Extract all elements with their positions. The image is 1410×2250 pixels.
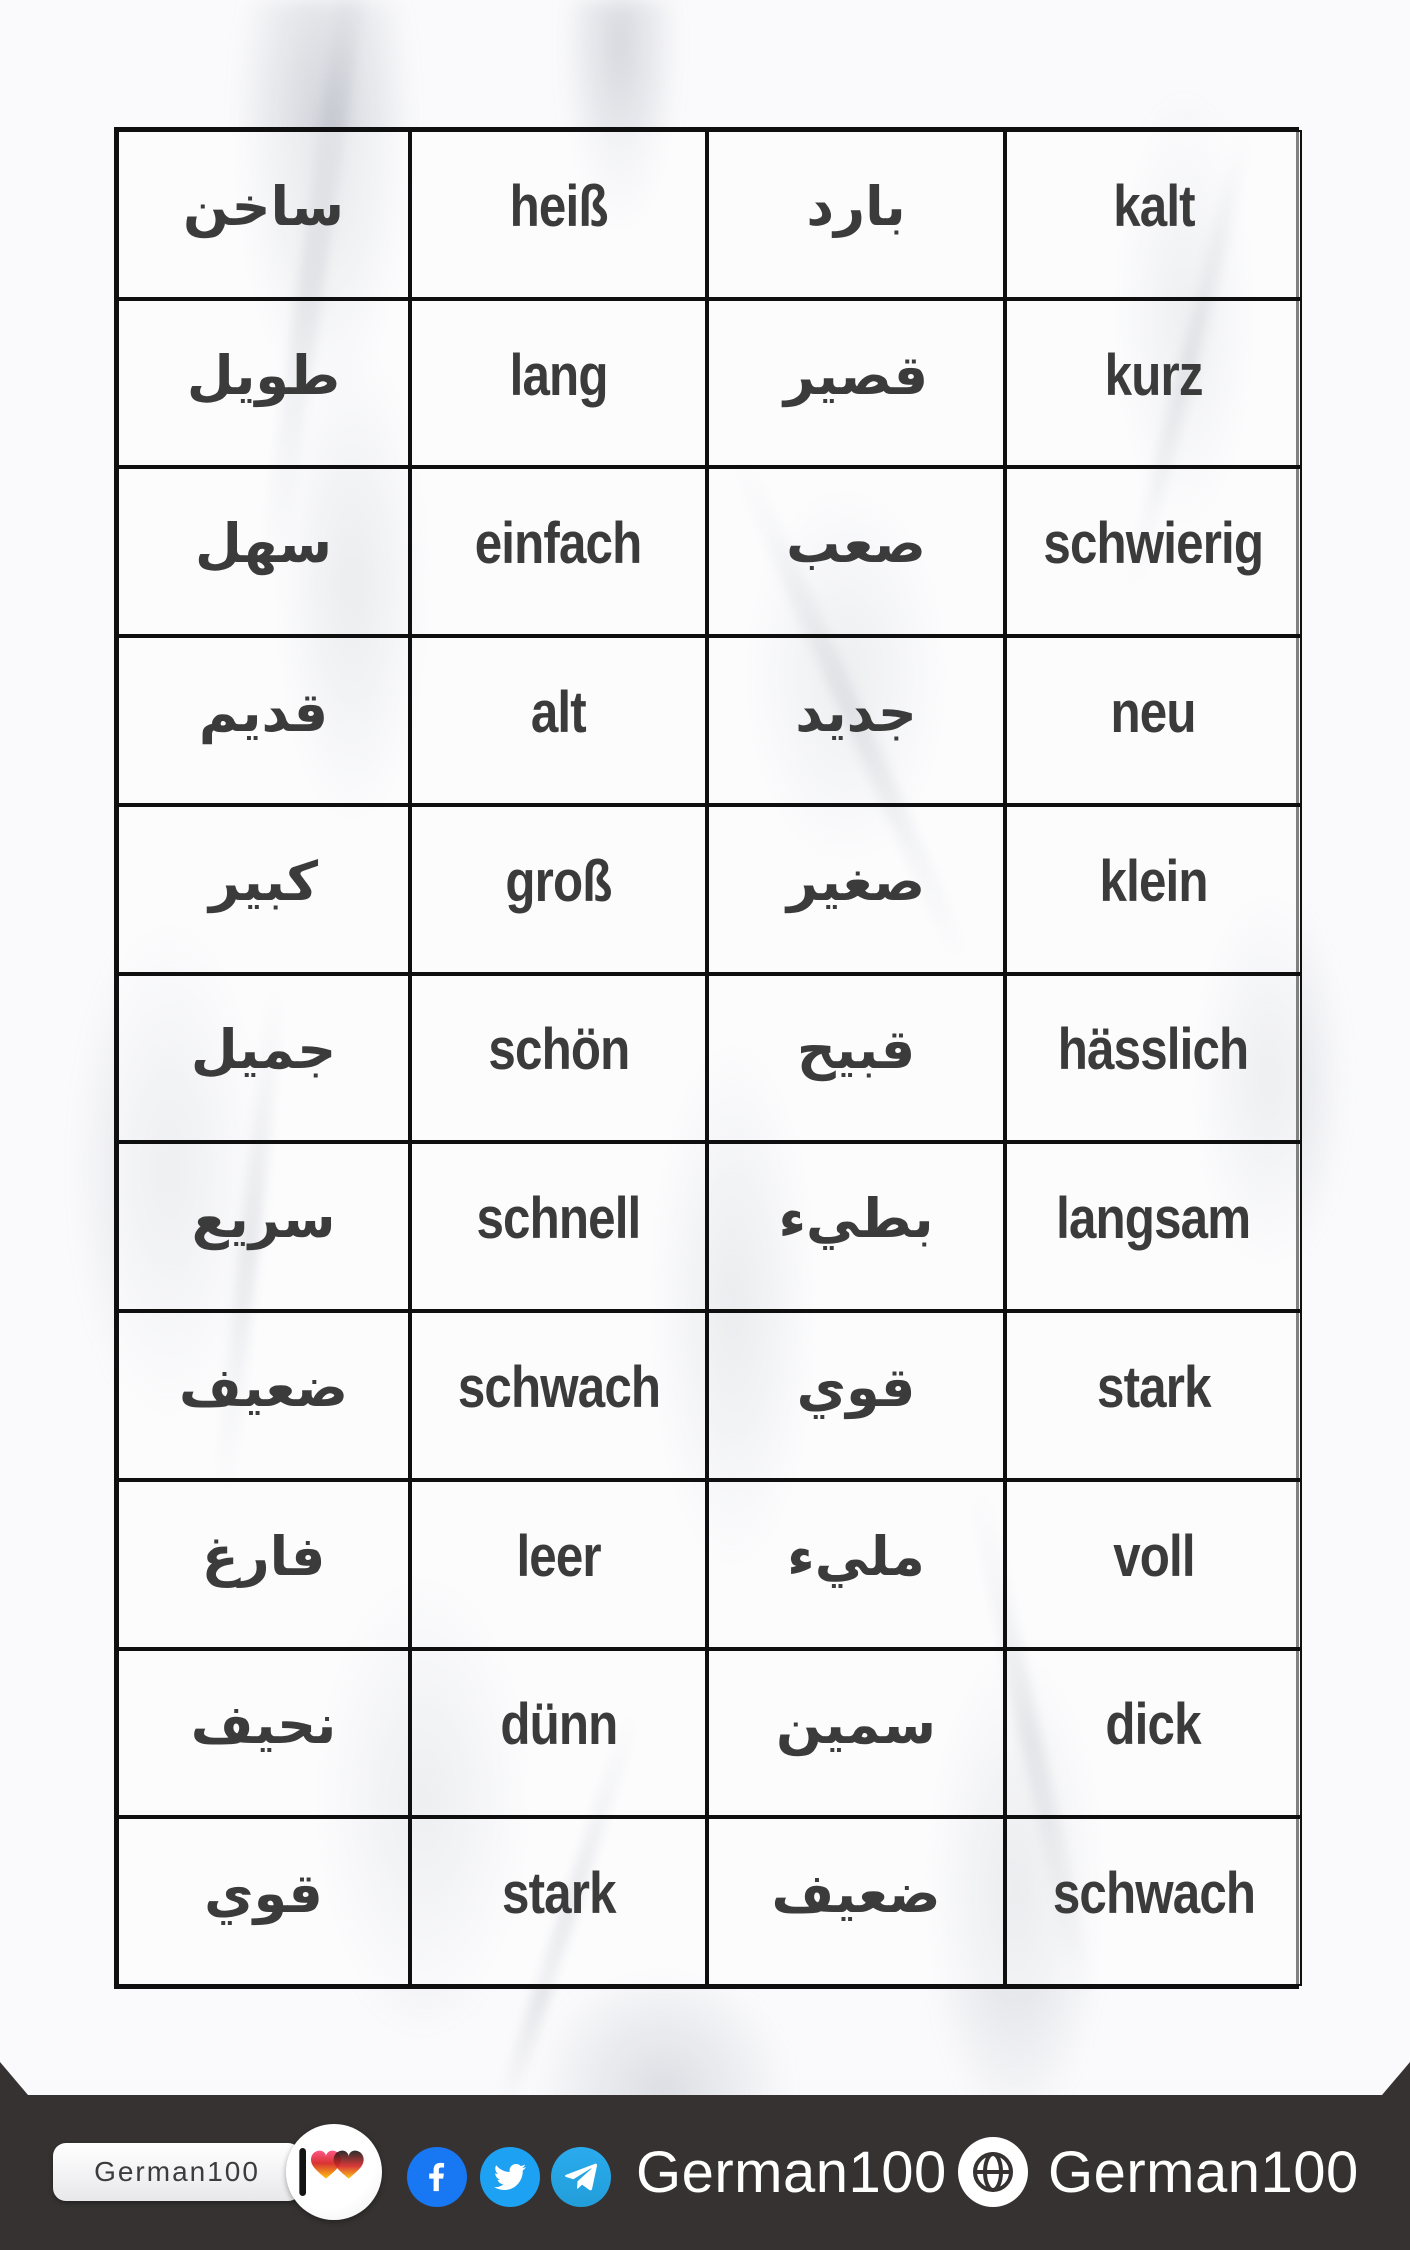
cell-german: hässlich [1005,973,1302,1143]
cell-german: schön [410,973,707,1143]
footer-corner-left [0,2062,28,2095]
social-handle: German100 [636,2140,947,2205]
cell-arabic: سمين [707,1648,1005,1818]
cell-arabic: سهل [117,467,410,637]
cell-german: klein [1005,804,1302,974]
cell-german: kalt [1005,130,1302,299]
vocabulary-table: ساخن heiß بارد kalt طويل lang قصير kurz … [114,127,1302,1989]
cell-arabic: قوي [707,1311,1005,1480]
cell-arabic: فارغ [117,1479,410,1649]
cell-german: schwach [410,1311,707,1480]
cell-german: heiß [410,130,707,299]
footer-corner-right [1382,2062,1410,2095]
cell-arabic: مليء [707,1479,1005,1649]
cell-arabic: بارد [707,130,1005,299]
twitter-icon [480,2147,540,2207]
cell-arabic: سريع [117,1142,410,1312]
cell-german: voll [1005,1479,1302,1649]
cell-german: schnell [410,1142,707,1312]
website-label: German100 [1048,2140,1359,2205]
cell-arabic: قصير [707,298,1005,468]
brand-logo [286,2124,382,2220]
cell-german: lang [410,298,707,468]
cell-german: dick [1005,1648,1302,1818]
cell-german: stark [410,1817,707,1986]
telegram-icon [551,2147,611,2207]
cell-german: langsam [1005,1142,1302,1312]
cell-arabic: ضعيف [117,1311,410,1480]
globe-icon [958,2137,1028,2207]
cell-german: schwach [1005,1817,1302,1986]
cell-german: neu [1005,636,1302,805]
cell-german: einfach [410,467,707,637]
cell-arabic: قبيح [707,973,1005,1143]
cell-arabic: قوي [117,1817,410,1986]
cell-german: leer [410,1479,707,1649]
cell-arabic: صعب [707,467,1005,637]
brand-pill: German100 [53,2143,301,2201]
facebook-icon [407,2147,467,2207]
cell-arabic: جميل [117,973,410,1143]
german100-hearts-logo-icon [299,2148,364,2196]
cell-arabic: صغير [707,804,1005,974]
cell-arabic: ساخن [117,130,410,299]
cell-arabic: ضعيف [707,1817,1005,1986]
cell-german: kurz [1005,298,1302,468]
cell-arabic: جديد [707,636,1005,805]
cell-arabic: نحيف [117,1648,410,1818]
cell-arabic: كبير [117,804,410,974]
cell-arabic: طويل [117,298,410,468]
brand-pill-label: German100 [94,2156,260,2187]
cell-german: stark [1005,1311,1302,1480]
cell-german: groß [410,804,707,974]
cell-arabic: بطيء [707,1142,1005,1312]
cell-arabic: قديم [117,636,410,805]
cell-german: schwierig [1005,467,1302,637]
cell-german: alt [410,636,707,805]
cell-german: dünn [410,1648,707,1818]
